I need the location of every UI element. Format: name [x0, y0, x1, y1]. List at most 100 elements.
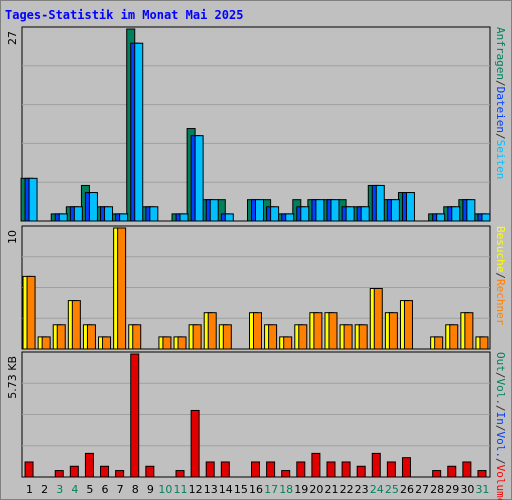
bar-rechner	[373, 288, 383, 350]
bar-rechner	[71, 300, 81, 350]
x-tick-label: 18	[279, 483, 293, 496]
legend-item: Rechner	[494, 279, 507, 326]
bar-rechner	[222, 324, 232, 350]
side-legend: Out/Vol./In/Vol./Volumen	[494, 352, 507, 500]
bar-seiten	[405, 192, 415, 222]
bar-volumen	[371, 452, 381, 478]
legend-item: Anfragen	[494, 27, 507, 80]
legend-item: Out	[494, 352, 507, 372]
bar-rechner	[56, 324, 66, 350]
bar-volumen	[100, 465, 110, 478]
x-tick-label: 24	[370, 483, 384, 496]
x-tick-label: 21	[324, 483, 338, 496]
y-max-label: 10	[6, 230, 19, 244]
legend-item: /	[494, 372, 507, 379]
legend-item: In	[494, 412, 507, 425]
bar-rechner	[479, 336, 489, 350]
x-tick-label: 27	[415, 483, 429, 496]
bar-rechner	[343, 324, 353, 350]
bar-rechner	[207, 312, 217, 350]
bar-rechner	[449, 324, 459, 350]
bar-volumen	[54, 470, 64, 478]
legend-item: Volumen	[494, 465, 507, 500]
x-tick-label: 25	[385, 483, 399, 496]
side-legend: Besuche/Rechner	[494, 226, 507, 326]
bar-rechner	[268, 324, 278, 350]
legend-item: /	[494, 458, 507, 465]
bar-seiten	[28, 177, 38, 222]
bar-rechner	[102, 336, 112, 350]
bar-seiten	[481, 213, 491, 222]
bar-rechner	[117, 227, 127, 350]
x-tick-label: 4	[71, 483, 78, 496]
bar-seiten	[58, 213, 68, 222]
bar-seiten	[119, 213, 129, 222]
x-tick-label: 31	[475, 483, 489, 496]
legend-item: Vol.	[494, 379, 507, 406]
bar-rechner	[403, 300, 413, 350]
bar-rechner	[328, 312, 338, 350]
x-tick-label: 8	[132, 483, 139, 496]
bar-volumen	[24, 461, 34, 478]
bar-seiten	[300, 206, 310, 222]
bar-volumen	[296, 461, 306, 478]
x-tick-label: 6	[102, 483, 109, 496]
bar-rechner	[283, 336, 293, 350]
x-tick-label: 20	[309, 483, 323, 496]
legend-item: Besuche	[494, 226, 507, 272]
x-tick-label: 2	[41, 483, 48, 496]
chart-title: Tages-Statistik im Monat Mai 2025	[5, 8, 244, 22]
bar-volumen	[69, 465, 79, 478]
bar-volumen	[266, 461, 276, 478]
bar-seiten	[149, 206, 159, 222]
x-tick-label: 5	[86, 483, 93, 496]
bar-seiten	[270, 206, 280, 222]
legend-item: /	[494, 133, 507, 140]
bar-volumen	[130, 353, 140, 478]
bar-volumen	[447, 465, 457, 478]
bar-volumen	[311, 452, 321, 478]
bar-seiten	[375, 184, 385, 222]
y-max-label: 5.73 KB	[6, 356, 19, 399]
legend-item: Vol.	[494, 432, 507, 459]
legend-item: /	[494, 272, 507, 279]
x-tick-label: 14	[219, 483, 233, 496]
bar-rechner	[313, 312, 323, 350]
x-tick-label: 15	[234, 483, 248, 496]
bar-rechner	[132, 324, 142, 350]
bar-rechner	[26, 275, 36, 350]
legend-item: Dateien	[494, 87, 507, 133]
bar-volumen	[341, 461, 351, 478]
x-tick-label: 10	[158, 483, 172, 496]
bar-rechner	[162, 336, 172, 350]
x-tick-label: 30	[460, 483, 474, 496]
bar-rechner	[388, 312, 398, 350]
chart-panel	[21, 26, 491, 222]
bar-seiten	[345, 206, 355, 222]
y-max-label: 27	[6, 31, 19, 45]
x-tick-label: 29	[445, 483, 459, 496]
x-tick-label: 12	[189, 483, 203, 496]
x-tick-label: 26	[400, 483, 414, 496]
bar-volumen	[326, 461, 336, 478]
bar-seiten	[134, 42, 144, 222]
bar-volumen	[115, 470, 125, 478]
bar-rechner	[464, 312, 474, 350]
legend-item: /	[494, 425, 507, 432]
bar-rechner	[41, 336, 51, 350]
x-tick-label: 28	[430, 483, 444, 496]
bar-rechner	[253, 312, 262, 350]
bar-volumen	[432, 470, 442, 478]
bar-rechner	[434, 336, 444, 350]
side-legend: Anfragen/Dateien/Seiten	[494, 27, 507, 179]
bar-seiten	[88, 192, 98, 222]
bar-volumen	[145, 465, 155, 478]
legend-item: /	[494, 405, 507, 412]
bar-volumen	[220, 461, 230, 478]
bar-seiten	[255, 199, 264, 222]
bar-volumen	[251, 461, 260, 478]
bar-seiten	[451, 206, 461, 222]
bar-seiten	[360, 206, 370, 222]
bar-volumen	[462, 461, 472, 478]
